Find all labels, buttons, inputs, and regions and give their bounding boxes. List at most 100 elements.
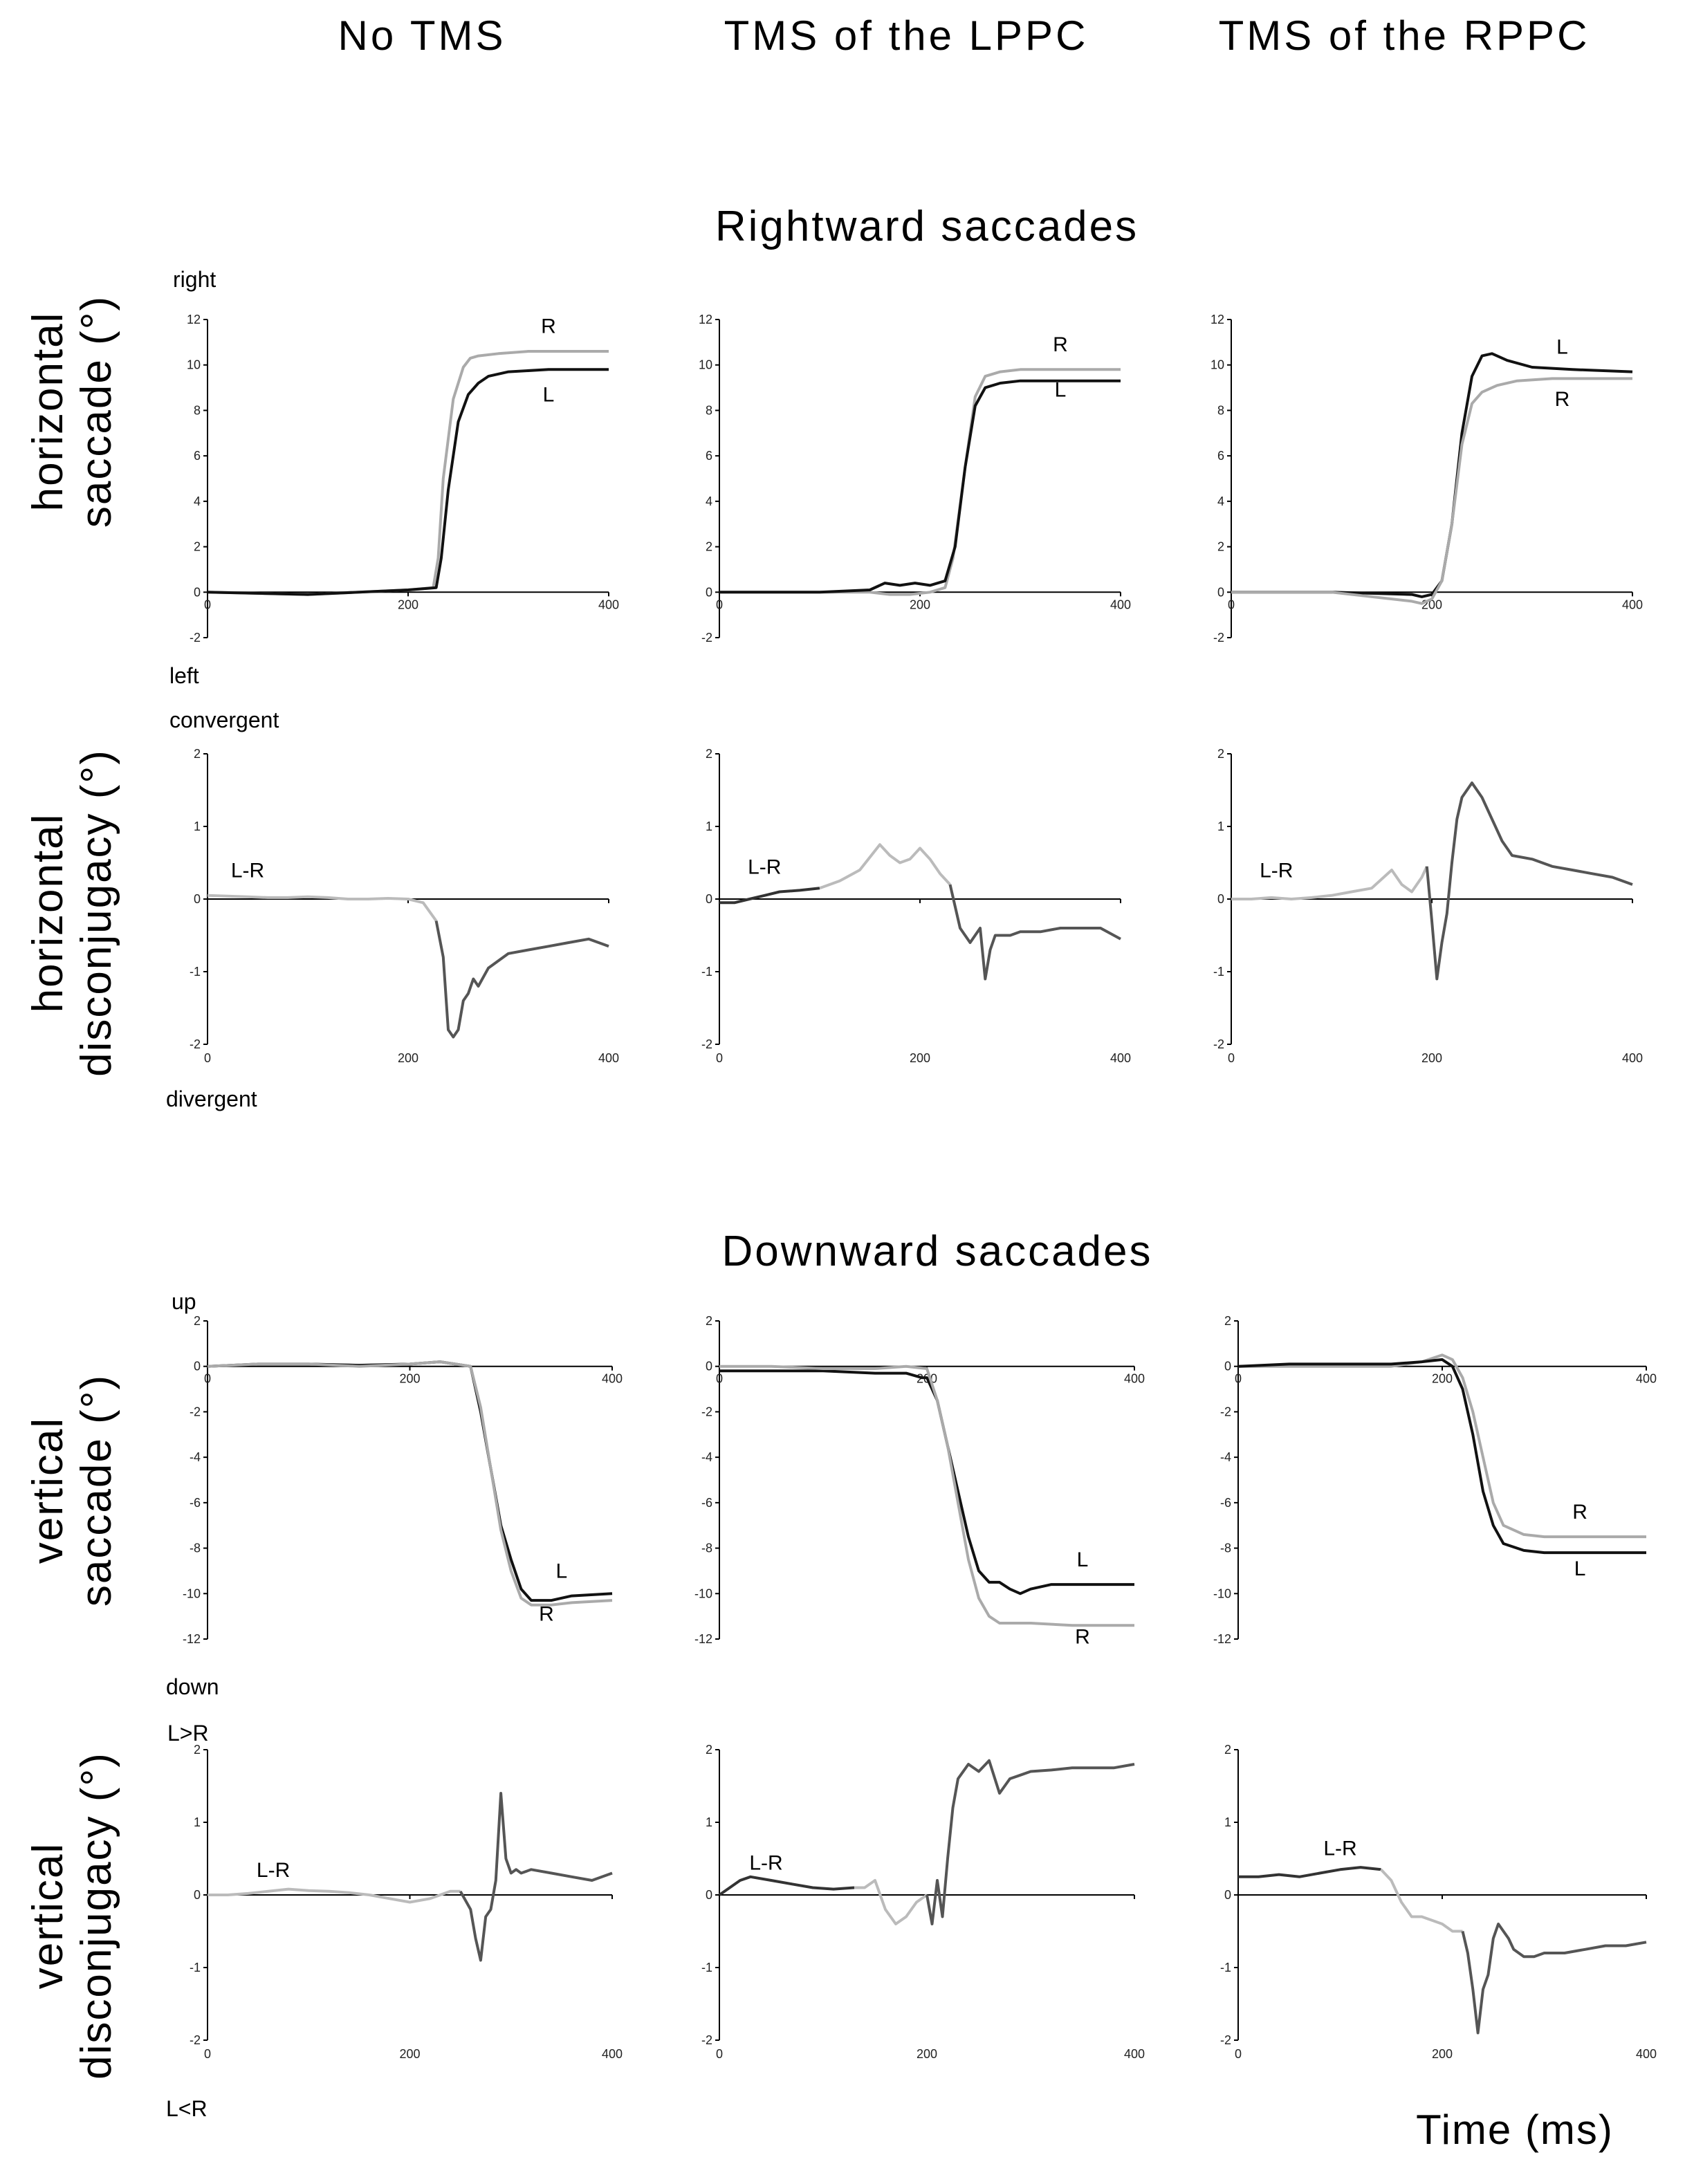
y-tick-label: -12 (694, 1632, 712, 1646)
series-line-l-r (718, 1875, 855, 1896)
y-tick-label: -8 (1220, 1542, 1231, 1555)
y-tick-label: 0 (1224, 1888, 1231, 1902)
y-tick-label: 4 (706, 494, 712, 508)
series-label: R (539, 1603, 554, 1626)
x-tick-label: 400 (602, 2047, 623, 2061)
y-tick-label: -8 (701, 1542, 712, 1555)
row-label-horizontal-disconjugacy: horizontal disconjugacy (°) (24, 749, 120, 1077)
series-label: L-R (1323, 1837, 1356, 1860)
series-label: L (1077, 1548, 1089, 1571)
series-label: L (1556, 335, 1568, 358)
panel-r1-c0: -2 -1 0 1 2 0 200 400 L-R (190, 747, 619, 1065)
series-line-r (719, 368, 1121, 596)
series-label: R (541, 315, 556, 338)
svg-text:horizontal: horizontal (24, 312, 72, 512)
y-tick-label: 10 (1210, 358, 1224, 372)
series-line-r (1238, 1353, 1646, 1539)
y-tick-label: -2 (1220, 2033, 1231, 2047)
series-line-l-r (719, 887, 820, 905)
panel-r2-c2: -12 -10 -8 -6 -4 -2 0 2 0 200 400 R L (1213, 1314, 1657, 1646)
x-tick-label: 400 (1110, 1051, 1131, 1065)
direction-label-l-gt-r: L>R (167, 1721, 209, 1746)
y-tick-label: -10 (1213, 1586, 1231, 1600)
y-tick-label: -2 (701, 1405, 712, 1418)
y-tick-label: -2 (190, 1037, 201, 1051)
y-tick-label: -12 (1213, 1632, 1231, 1646)
series-label: L (1055, 379, 1067, 402)
series-label: R (1053, 333, 1068, 356)
y-tick-label: -8 (190, 1542, 201, 1555)
series-label: L-R (749, 1851, 782, 1874)
x-tick-label: 200 (1432, 2047, 1453, 2061)
y-tick-label: 2 (706, 540, 712, 554)
y-tick-label: 0 (706, 585, 712, 599)
series-line-l-r (208, 1887, 461, 1904)
x-tick-label: 200 (398, 1051, 418, 1065)
x-tick-label: 200 (917, 2047, 937, 2061)
x-tick-label: 0 (204, 2047, 211, 2061)
series-line-l-r (1231, 865, 1428, 900)
y-tick-label: 1 (706, 1815, 712, 1829)
y-tick-label: -4 (701, 1450, 712, 1464)
x-tick-label: 0 (1228, 1051, 1235, 1065)
y-tick-label: 12 (1210, 313, 1224, 326)
column-header-no-tms: No TMS (338, 12, 506, 59)
y-tick-label: 2 (1224, 1743, 1231, 1757)
svg-text:horizontal: horizontal (24, 813, 72, 1013)
x-tick-label: 400 (1636, 2047, 1657, 2061)
x-tick-label: 0 (204, 1051, 211, 1065)
x-tick-label: 400 (1124, 2047, 1145, 2061)
y-tick-label: -6 (190, 1496, 201, 1510)
x-tick-label: 400 (602, 1372, 623, 1386)
y-tick-label: 10 (699, 358, 712, 372)
y-tick-label: 2 (706, 1314, 712, 1328)
x-tick-label: 200 (399, 1372, 420, 1386)
x-tick-label: 0 (204, 1372, 211, 1386)
svg-text:disconjugacy (°): disconjugacy (°) (73, 749, 120, 1077)
y-tick-label: -2 (701, 2033, 712, 2047)
x-tick-label: 400 (1124, 1372, 1145, 1386)
series-line-l (207, 368, 609, 596)
x-tick-label: 200 (398, 598, 418, 611)
series-label: L-R (257, 1859, 290, 1882)
x-tick-label: 0 (204, 598, 211, 611)
x-tick-label: 400 (1110, 598, 1131, 611)
y-tick-label: -4 (190, 1450, 201, 1464)
direction-label-down: down (166, 1674, 219, 1699)
y-tick-label: -6 (1220, 1496, 1231, 1510)
y-tick-label: 8 (194, 403, 201, 417)
svg-text:vertical: vertical (24, 1417, 72, 1564)
y-tick-label: -2 (1213, 631, 1224, 645)
y-tick-label: 1 (706, 820, 712, 833)
svg-text:vertical: vertical (24, 1842, 72, 1989)
y-tick-label: 12 (699, 313, 712, 326)
series-line-l-r (1238, 1866, 1381, 1878)
panel-r1-c2: -2 -1 0 1 2 0 200 400 L-R (1213, 747, 1643, 1065)
y-tick-label: 2 (706, 1743, 712, 1757)
y-tick-label: 6 (706, 449, 712, 463)
panel-r3-c2: -2 -1 0 1 2 0 200 400 L-R (1220, 1743, 1657, 2061)
y-tick-label: -2 (190, 1405, 201, 1418)
y-tick-label: -10 (694, 1586, 712, 1600)
y-tick-label: -2 (190, 2033, 201, 2047)
panel-r1-c1: -2 -1 0 1 2 0 200 400 L-R (701, 747, 1131, 1065)
y-tick-label: 4 (1217, 494, 1224, 508)
x-tick-label: 0 (1235, 2047, 1242, 2061)
series-line-l-r (207, 894, 438, 922)
series-line-l (1237, 1358, 1646, 1555)
series-line-l-r (459, 1792, 613, 1962)
series-label: R (1075, 1626, 1090, 1649)
y-tick-label: 1 (194, 1815, 201, 1829)
series-line-l-r (819, 843, 951, 890)
x-tick-label: 0 (1228, 598, 1235, 611)
y-tick-label: 2 (194, 540, 201, 554)
x-tick-label: 200 (1421, 1051, 1442, 1065)
y-tick-label: 0 (194, 1888, 201, 1902)
y-tick-label: 0 (1217, 892, 1224, 906)
y-tick-label: 2 (1217, 540, 1224, 554)
y-tick-label: -4 (1220, 1450, 1231, 1464)
y-tick-label: -12 (183, 1632, 201, 1646)
x-tick-label: 200 (910, 598, 930, 611)
series-line-r (719, 1364, 1134, 1627)
